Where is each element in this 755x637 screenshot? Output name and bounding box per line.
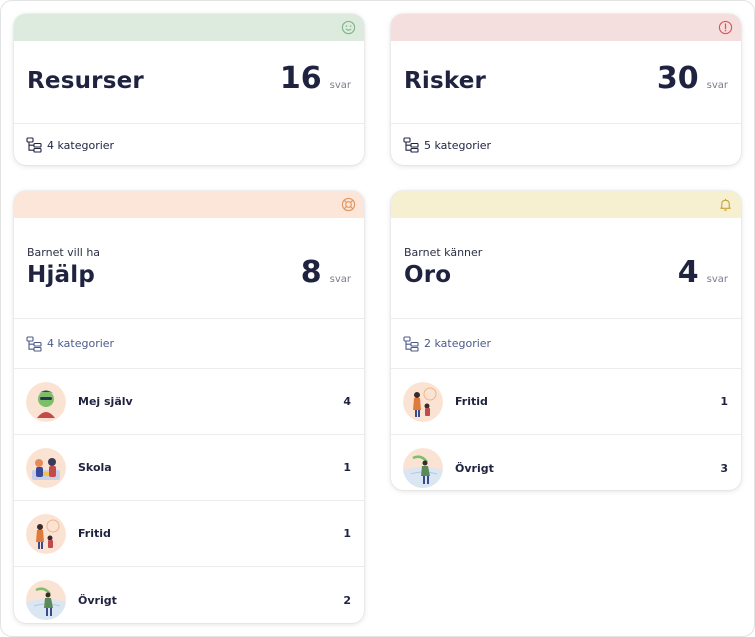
leisure-avatar-icon: [403, 381, 443, 422]
item-label: Skola: [78, 461, 112, 474]
card-summary: Risker 30 svar: [391, 41, 741, 124]
list-item[interactable]: Fritid 1: [14, 501, 364, 567]
categories-count: 2 kategorier: [424, 337, 492, 350]
lifebuoy-icon: [341, 197, 356, 212]
card-summary: Barnet vill ha Hjälp 8 svar: [14, 218, 364, 319]
answer-count-value: 4: [677, 255, 699, 290]
categories-count: 5 kategorier: [424, 138, 492, 152]
answer-count-value: 8: [300, 255, 322, 290]
item-label: Fritid: [78, 527, 111, 540]
hierarchy-icon: [403, 137, 419, 153]
card-label: Barnet vill ha: [27, 246, 101, 259]
card-title: Risker: [404, 68, 487, 94]
item-count: 1: [343, 527, 351, 540]
other-avatar-icon: [26, 580, 66, 620]
smiley-icon: [341, 20, 356, 35]
item-label: Övrigt: [78, 593, 117, 607]
card-title: Hjälp: [27, 262, 96, 288]
hierarchy-icon: [26, 137, 42, 153]
answer-count-value: 16: [279, 61, 322, 96]
card-title: Resurser: [27, 68, 144, 94]
other-avatar-icon: [403, 448, 443, 488]
item-count: 2: [343, 593, 351, 607]
answer-count: 16 svar: [280, 61, 351, 96]
card-risker[interactable]: Risker 30 svar 5 kategorier: [391, 14, 741, 165]
answer-count-unit: svar: [706, 274, 728, 285]
card-oro[interactable]: Barnet känner Oro 4 svar 2 kategorier: [391, 191, 741, 490]
person-avatar-icon: [26, 381, 66, 422]
categories-row[interactable]: 5 kategorier: [391, 124, 741, 165]
hierarchy-icon: [26, 335, 42, 352]
card-summary: Resurser 16 svar: [14, 41, 364, 124]
answer-count-unit: svar: [706, 80, 728, 91]
card-title: Oro: [404, 262, 452, 288]
list-item[interactable]: Fritid 1: [391, 369, 741, 435]
category-list: Mej själv 4 Skola 1: [14, 369, 364, 623]
card-header: [14, 14, 364, 41]
item-label: Fritid: [455, 395, 488, 408]
hierarchy-icon: [403, 335, 419, 352]
list-item[interactable]: Övrigt 3: [391, 435, 741, 490]
card-header: [14, 191, 364, 218]
card-hjalp[interactable]: Barnet vill ha Hjälp 8 svar 4 kategorier…: [14, 191, 364, 623]
answer-count: 4 svar: [678, 255, 728, 290]
answer-count-unit: svar: [329, 80, 351, 91]
answer-count-unit: svar: [329, 274, 351, 285]
card-header: [391, 191, 741, 218]
categories-row[interactable]: 2 kategorier: [391, 319, 741, 369]
answer-count-value: 30: [656, 61, 699, 96]
item-count: 1: [720, 395, 728, 408]
item-label: Övrigt: [455, 461, 494, 475]
category-list: Fritid 1 Övrigt 3: [391, 369, 741, 490]
leisure-avatar-icon: [26, 513, 66, 554]
list-item[interactable]: Övrigt 2: [14, 567, 364, 623]
card-summary: Barnet känner Oro 4 svar: [391, 218, 741, 319]
bell-icon: [720, 198, 731, 211]
categories-row[interactable]: 4 kategorier: [14, 124, 364, 165]
item-label: Mej själv: [78, 395, 133, 408]
item-count: 1: [343, 461, 351, 474]
card-header: [391, 14, 741, 41]
list-item[interactable]: Mej själv 4: [14, 369, 364, 435]
categories-count: 4 kategorier: [47, 337, 115, 350]
answer-count: 8 svar: [301, 255, 351, 290]
card-label: Barnet känner: [404, 246, 483, 259]
item-count: 4: [343, 395, 351, 408]
item-count: 3: [720, 461, 728, 475]
categories-count: 4 kategorier: [47, 138, 115, 152]
card-resurser[interactable]: Resurser 16 svar 4 kategorier: [14, 14, 364, 165]
school-avatar-icon: [26, 447, 66, 488]
categories-row[interactable]: 4 kategorier: [14, 319, 364, 369]
list-item[interactable]: Skola 1: [14, 435, 364, 501]
answer-count: 30 svar: [657, 61, 728, 96]
alert-circle-icon: [718, 20, 733, 35]
